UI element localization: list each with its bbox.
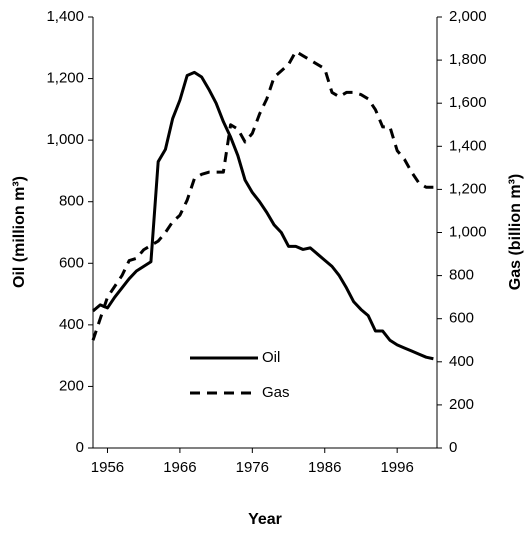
x-tick-label: 1976 xyxy=(236,459,269,476)
y-tick-label: 1,200 xyxy=(46,70,84,87)
line-series xyxy=(92,70,434,361)
y-tick-label: 1,400 xyxy=(46,8,84,25)
y2-tick-label: 1,800 xyxy=(449,51,487,68)
y2-tick-label: 800 xyxy=(449,267,474,284)
y2-tick-label: 1,200 xyxy=(449,180,487,197)
y2-tick-label: 200 xyxy=(449,396,474,413)
y-tick-label: 0 xyxy=(76,439,84,456)
y2-tick-label: 1,400 xyxy=(449,137,487,154)
x-tick-label: 1996 xyxy=(380,459,413,476)
line-series xyxy=(91,49,434,341)
y-tick-label: 800 xyxy=(59,193,84,210)
y-tick-label: 200 xyxy=(59,377,84,394)
y-tick-label: 600 xyxy=(59,254,84,271)
y2-tick-label: 400 xyxy=(449,353,474,370)
y-axis-title: Oil (million m³) xyxy=(11,176,28,288)
y2-axis-title: Gas (billion m³) xyxy=(507,174,524,290)
x-tick-label: 1956 xyxy=(91,459,124,476)
y2-tick-label: 1,600 xyxy=(449,94,487,111)
y2-tick-label: 1,000 xyxy=(449,223,487,240)
x-tick-label: 1966 xyxy=(163,459,196,476)
y2-tick-label: 2,000 xyxy=(449,8,487,25)
x-tick-label: 1986 xyxy=(308,459,341,476)
x-axis-title: Year xyxy=(248,511,282,528)
y2-tick-label: 600 xyxy=(449,310,474,327)
legend-label: Gas xyxy=(262,384,290,401)
y-tick-label: 400 xyxy=(59,316,84,333)
y-tick-label: 1,000 xyxy=(46,131,84,148)
y2-tick-label: 0 xyxy=(449,439,457,456)
legend-label: Oil xyxy=(262,349,280,366)
